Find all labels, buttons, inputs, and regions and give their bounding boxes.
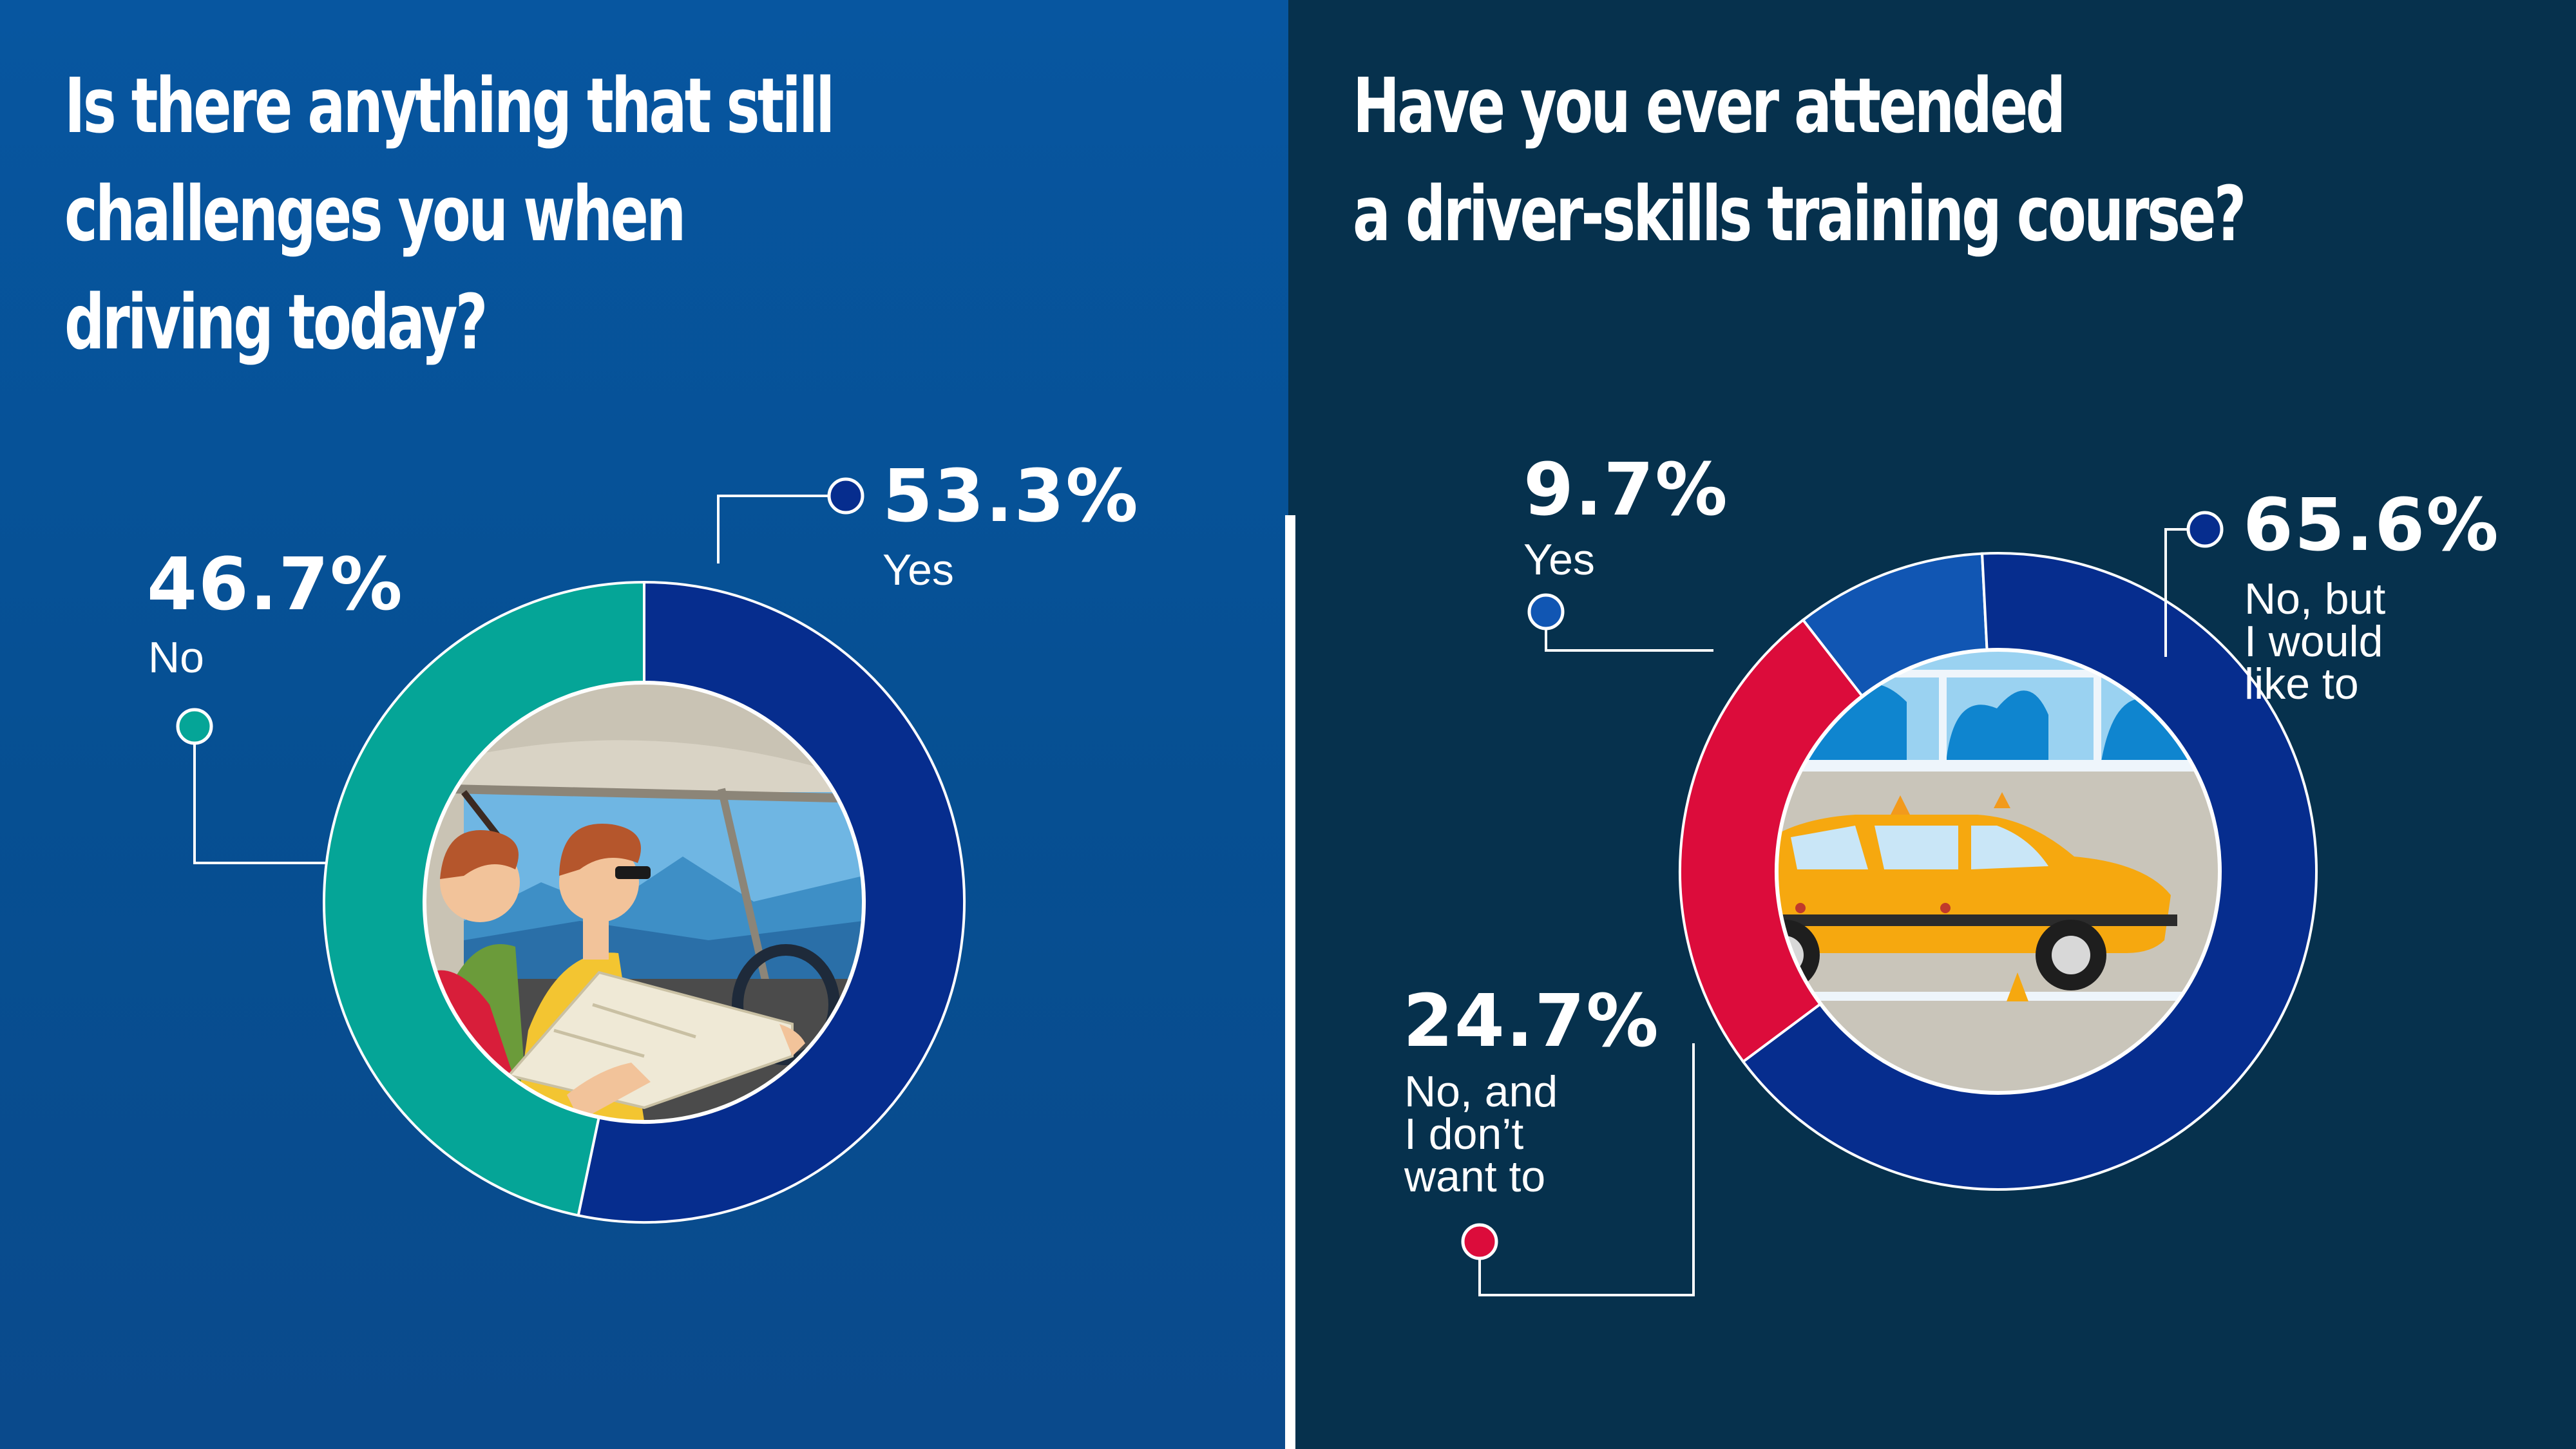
right-slice-no-but-i-would-like-to [1741, 552, 2318, 1191]
left-title-line: Is there anything that still [64, 61, 835, 150]
left-no-value: 46.7% [147, 543, 404, 627]
left-slice-no [323, 580, 645, 1217]
right-illustration-ring [1776, 649, 2220, 1094]
marker-dot-right-yes [1527, 593, 1565, 630]
leader-line-right-no-dont [1478, 1043, 1695, 1296]
left-chart-title: Is there anything that still challenges … [64, 52, 835, 376]
leader-line-right-yes [1545, 612, 1713, 652]
right-slice-no-and-i-don-t-want-to [1679, 618, 1864, 1064]
right-chart-title: Have you ever attended a driver-skills t… [1353, 52, 2246, 268]
right-title-line: Have you ever attended [1353, 61, 2066, 150]
right-no-like-label: No, but I would like to [2244, 574, 2386, 708]
leader-line-left-yes [717, 495, 837, 564]
right-no-dont-value: 24.7% [1403, 980, 1660, 1063]
left-title-line: challenges you when [64, 169, 686, 258]
right-title-line: a driver-skills training course? [1353, 169, 2246, 258]
right-no-like-value: 65.6% [2243, 484, 2500, 567]
leader-line-right-no-like [2164, 528, 2188, 657]
right-donut-chart [1679, 552, 2318, 1191]
panel-divider [1285, 515, 1295, 1449]
left-donut-chart [323, 580, 966, 1224]
right-no-dont-label: No, and I don’t want to [1404, 1067, 1558, 1201]
marker-dot-right-no-like [2186, 511, 2224, 548]
left-slice-yes [577, 580, 966, 1224]
right-yes-value: 9.7% [1523, 448, 1729, 532]
right-yes-label: Yes [1523, 535, 1595, 584]
left-title-line: driving today? [64, 278, 488, 366]
left-no-label: No [148, 633, 204, 682]
leader-line-left-no [193, 726, 327, 864]
marker-dot-left-yes [827, 477, 864, 515]
left-yes-value: 53.3% [883, 455, 1140, 538]
left-yes-label: Yes [883, 545, 954, 594]
marker-dot-left-no [176, 708, 213, 745]
marker-dot-right-no-dont [1461, 1223, 1498, 1260]
